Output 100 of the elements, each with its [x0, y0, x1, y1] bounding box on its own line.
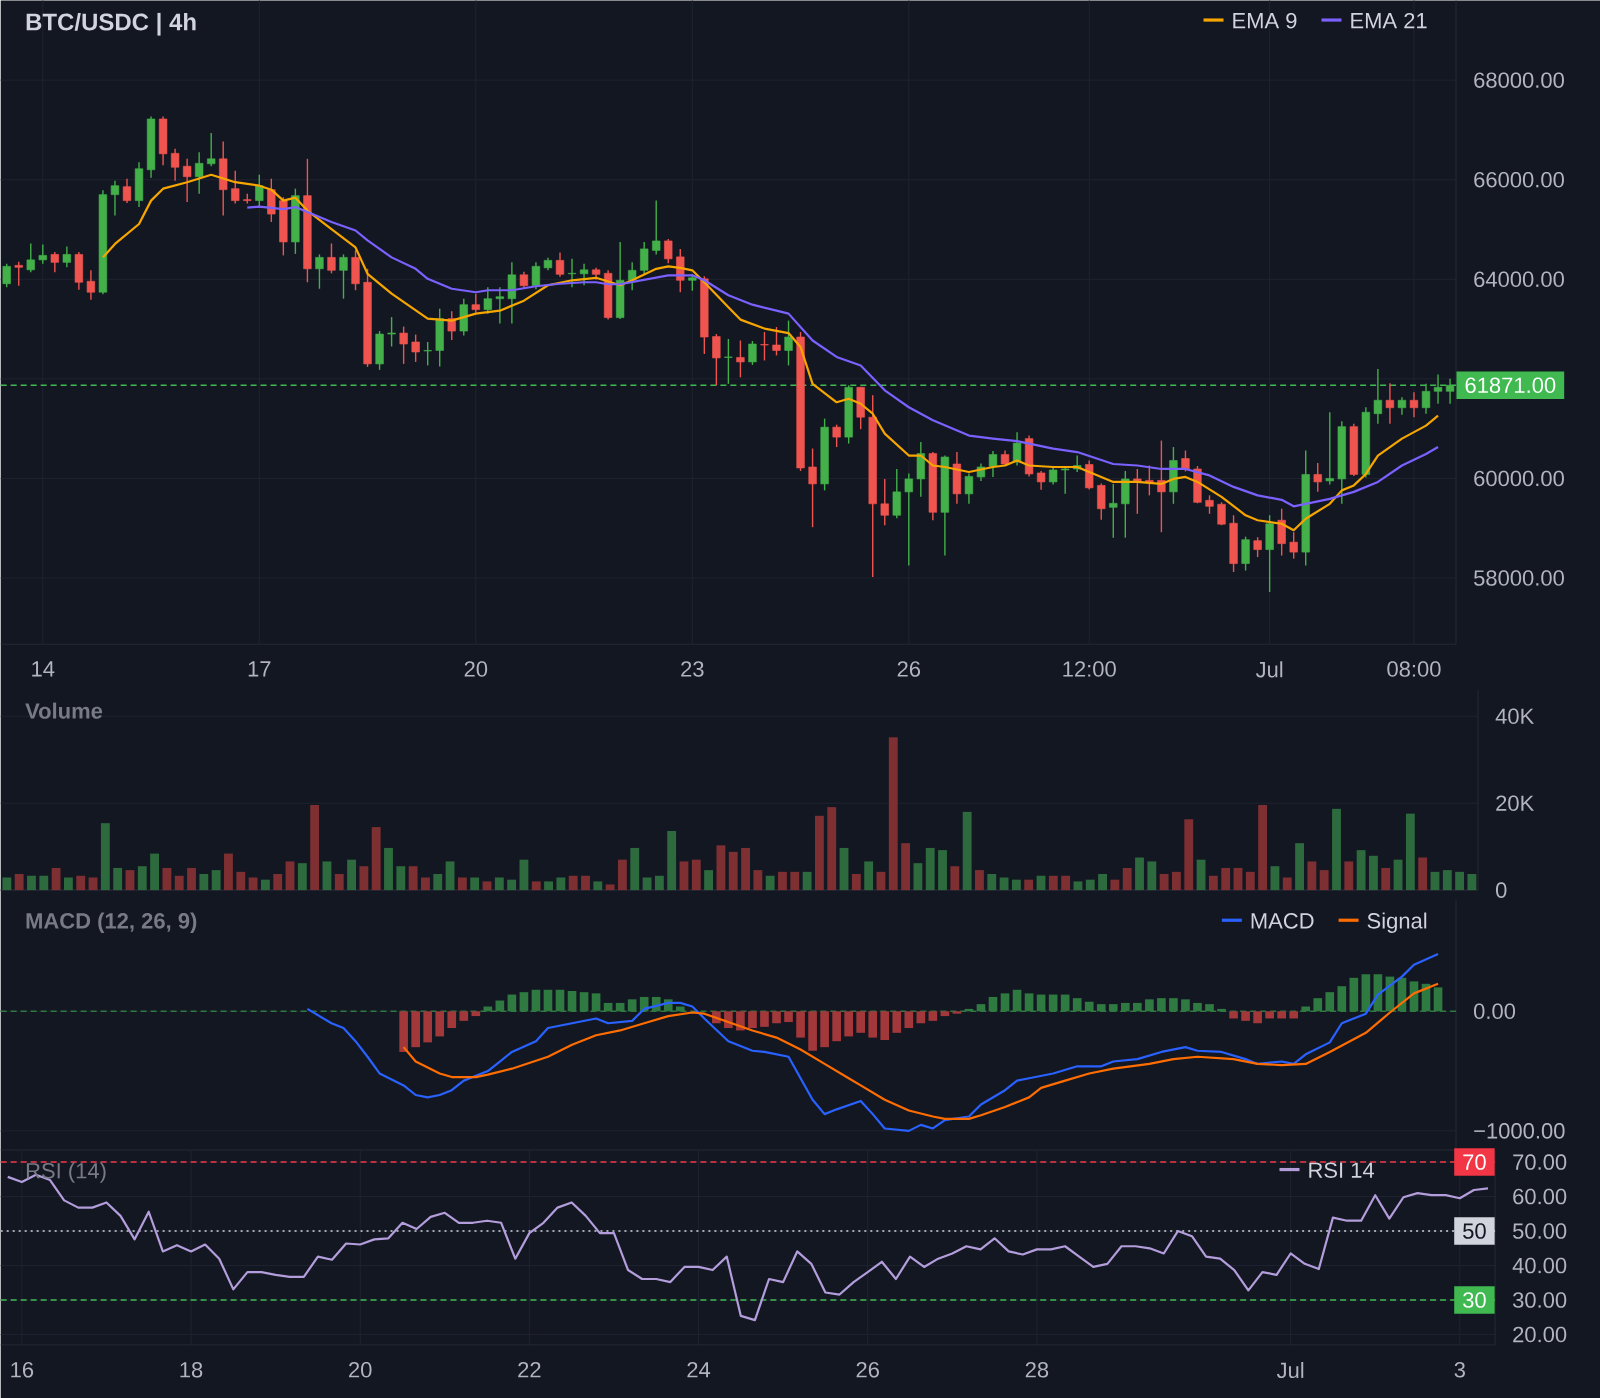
bar [1344, 861, 1354, 891]
bar [1319, 870, 1329, 891]
x-tick-label: 28 [1025, 1362, 1049, 1378]
bar [471, 1011, 481, 1017]
bar [1265, 1011, 1274, 1019]
bar [411, 1011, 420, 1048]
bar [63, 877, 73, 891]
candlestick [1409, 391, 1419, 418]
bar [839, 847, 849, 891]
y-tick-label: 50.00 [1513, 1223, 1567, 1239]
candlestick [808, 447, 817, 528]
candlestick [1097, 482, 1106, 521]
candlestick [1061, 465, 1070, 495]
bar [2, 877, 12, 891]
bar [827, 807, 837, 891]
bar [435, 1011, 445, 1037]
bar [844, 1011, 853, 1037]
bar [704, 870, 714, 891]
candlestick [1205, 494, 1214, 515]
bar [778, 871, 787, 891]
bar [137, 866, 147, 891]
candlestick [231, 170, 240, 205]
candlestick [86, 269, 96, 301]
x-tick-label: 26 [856, 1362, 879, 1378]
bar [654, 875, 664, 891]
x-tick-label: 16 [11, 1362, 34, 1378]
bar [1208, 875, 1218, 891]
bar [27, 875, 36, 891]
bar [113, 867, 123, 891]
candlestick [339, 253, 348, 300]
bar [1253, 1011, 1262, 1024]
bar [753, 870, 763, 891]
bar [1295, 843, 1304, 891]
candlestick [255, 174, 264, 208]
bar [531, 881, 541, 891]
bar [581, 875, 590, 891]
candlestick [964, 472, 974, 505]
y-tick-label: 60.00 [1513, 1188, 1567, 1205]
bar [507, 879, 517, 891]
legend-label: MACD [1251, 913, 1314, 929]
bar [901, 843, 911, 891]
x-tick-label: 3 [1454, 1362, 1465, 1378]
candlestick [555, 251, 565, 278]
bar [1381, 867, 1391, 891]
candlestick [892, 468, 901, 519]
bar [856, 1011, 866, 1033]
bar [851, 874, 861, 891]
candlestick [315, 253, 324, 290]
bar [568, 875, 578, 891]
candlestick [904, 472, 913, 567]
bar [593, 881, 603, 891]
line-series [101, 173, 1440, 532]
bar [359, 866, 369, 891]
candlestick [880, 478, 889, 526]
bar [347, 859, 357, 891]
candlestick [423, 341, 432, 367]
candlestick [1012, 431, 1022, 467]
bar [716, 845, 726, 891]
candlestick [62, 245, 71, 269]
bar [975, 870, 984, 891]
bar [14, 874, 24, 891]
candlestick [724, 338, 733, 385]
bar [1098, 874, 1107, 891]
bar [904, 1011, 914, 1029]
bar [150, 853, 160, 891]
bar [482, 881, 492, 891]
bar [962, 811, 972, 891]
bar [888, 737, 898, 891]
candlestick [327, 242, 336, 275]
bar [384, 847, 393, 891]
candlestick [664, 238, 673, 265]
bar [1011, 879, 1021, 891]
bar [236, 871, 246, 891]
bar [814, 815, 824, 891]
y-tick-label: 30.00 [1512, 1292, 1567, 1308]
ref-line-label: 61871.00 [1465, 377, 1556, 394]
bar [1159, 874, 1169, 891]
bar [1289, 1011, 1299, 1019]
bar [1332, 808, 1341, 891]
bar [765, 875, 775, 891]
x-tick-label: 22 [518, 1362, 541, 1378]
bar [470, 877, 480, 891]
bar [691, 859, 701, 891]
bar [1258, 804, 1268, 891]
bar [1356, 850, 1366, 891]
bar [1418, 857, 1428, 891]
y-tick-label: 68000.00 [1474, 72, 1564, 88]
chart-title: Volume [25, 702, 103, 719]
candlestick [1145, 464, 1154, 497]
x-tick-label: 23 [681, 661, 704, 677]
legend-label: EMA 9 [1233, 12, 1297, 29]
x-tick-label: Jul [1276, 1362, 1304, 1379]
bar [1110, 879, 1120, 891]
x-tick-label: 08:00 [1387, 661, 1441, 677]
text: RSI (14) [26, 1162, 106, 1183]
candlestick [411, 333, 420, 363]
bar [617, 859, 627, 891]
y-tick-label: 0.00 [1473, 1003, 1516, 1020]
bar [1221, 867, 1231, 891]
legend-label: RSI 14 [1309, 1162, 1375, 1179]
